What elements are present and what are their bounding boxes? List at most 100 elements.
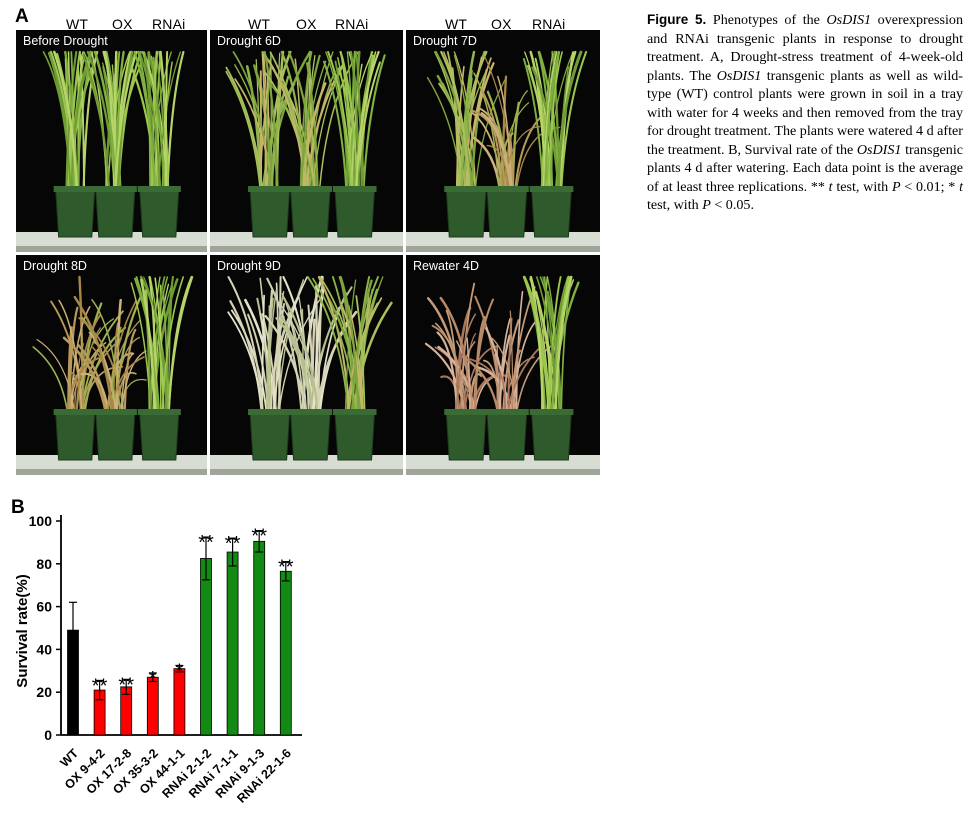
gene-name: OsDIS1 <box>716 67 762 84</box>
pot <box>139 188 180 238</box>
leaf <box>162 291 169 413</box>
pot <box>334 188 376 238</box>
caption-text: transgenic plants as well as wild-type (… <box>647 67 963 158</box>
leaf <box>77 344 109 414</box>
leaf <box>167 276 194 413</box>
pot-rim <box>444 409 489 415</box>
pot <box>290 188 331 238</box>
leaf <box>158 51 170 190</box>
leaf <box>73 295 114 414</box>
caption-text: test, with <box>832 178 892 195</box>
leaf <box>261 51 268 190</box>
plant-photo-graphic <box>406 50 600 252</box>
pot <box>486 411 528 461</box>
leaf <box>350 63 363 190</box>
leaf <box>91 299 121 413</box>
leaf <box>509 310 514 413</box>
leaf <box>501 75 508 191</box>
pot-rim <box>248 409 292 415</box>
photo-before-drought: Before Drought <box>16 30 207 252</box>
leaf <box>455 313 477 413</box>
leaf <box>114 50 138 191</box>
leaf <box>353 301 393 414</box>
leaf <box>82 54 111 191</box>
leaf <box>502 125 541 190</box>
leaf <box>339 275 360 414</box>
pot <box>249 411 291 461</box>
pot-rim <box>288 186 333 192</box>
y-tick-label: 0 <box>44 727 52 743</box>
panel-b-letter: B <box>11 497 25 518</box>
column-label-ox: OX <box>296 16 317 32</box>
leaf <box>463 356 500 414</box>
pot <box>445 411 487 461</box>
pot <box>55 411 96 461</box>
leaf <box>325 51 351 190</box>
leaf <box>58 299 83 413</box>
plant-photo-graphic <box>16 275 207 475</box>
plant-photo-graphic <box>210 50 403 252</box>
leaf <box>299 309 309 413</box>
italic-symbol: t <box>828 178 833 195</box>
photo-drought-7d: Drought 7D <box>406 30 600 252</box>
significance-marker: * <box>149 668 157 690</box>
leaf <box>436 331 459 414</box>
leaf <box>232 51 272 190</box>
tray-edge <box>406 246 600 252</box>
pot-rim <box>53 186 97 192</box>
leaf <box>554 275 573 414</box>
pot-rim <box>137 409 181 415</box>
column-label-wt: WT <box>445 16 468 32</box>
leaf <box>133 50 156 191</box>
pot-rim <box>332 186 377 192</box>
leaf <box>446 51 462 190</box>
leaf <box>53 50 79 191</box>
plant-photo-graphic <box>210 275 403 475</box>
column-label-rnai: RNAi <box>532 16 566 32</box>
italic-symbol: P <box>891 178 901 195</box>
tray-edge <box>210 469 403 475</box>
leaf <box>337 56 353 190</box>
tray-edge <box>210 246 403 252</box>
significance-marker: ** <box>118 674 134 696</box>
leaf <box>230 309 268 413</box>
y-tick-label: 40 <box>36 641 52 657</box>
leaf <box>32 346 69 413</box>
leaf <box>106 319 141 413</box>
leaf <box>524 276 550 413</box>
gene-name: OsDIS1 <box>826 12 872 28</box>
significance-marker: * <box>176 660 184 682</box>
tray-edge <box>16 246 207 252</box>
leaf <box>347 302 380 414</box>
caption-text: test, with <box>647 197 703 213</box>
leaf <box>64 58 69 190</box>
y-tick-label: 60 <box>36 599 52 615</box>
photo-label: Drought 8D <box>23 259 87 273</box>
photo-drought-8d: Drought 8D <box>16 255 207 475</box>
figure-label: Figure 5. <box>647 12 707 27</box>
leaf <box>269 82 315 190</box>
gene-name: OsDIS1 <box>856 141 902 158</box>
leaf <box>123 328 137 414</box>
leaf <box>355 51 363 190</box>
pot <box>486 188 528 238</box>
column-label-ox: OX <box>491 16 512 32</box>
pot <box>290 411 331 461</box>
caption-text: < 0.05. <box>710 197 754 213</box>
leaf <box>161 276 185 413</box>
y-tick-label: 80 <box>36 556 52 572</box>
pot-rim <box>288 409 333 415</box>
leaf <box>497 75 513 190</box>
column-label-ox: OX <box>112 16 133 32</box>
leaf <box>455 65 465 190</box>
leaf <box>307 78 311 190</box>
significance-marker: ** <box>92 675 108 697</box>
leaf <box>150 50 159 191</box>
pot-rim <box>484 186 529 192</box>
leaf <box>299 51 313 190</box>
significance-marker: ** <box>278 557 294 579</box>
leaf <box>65 357 100 413</box>
tray-edge <box>16 469 207 475</box>
leaf <box>138 51 162 190</box>
leaf <box>548 276 562 413</box>
